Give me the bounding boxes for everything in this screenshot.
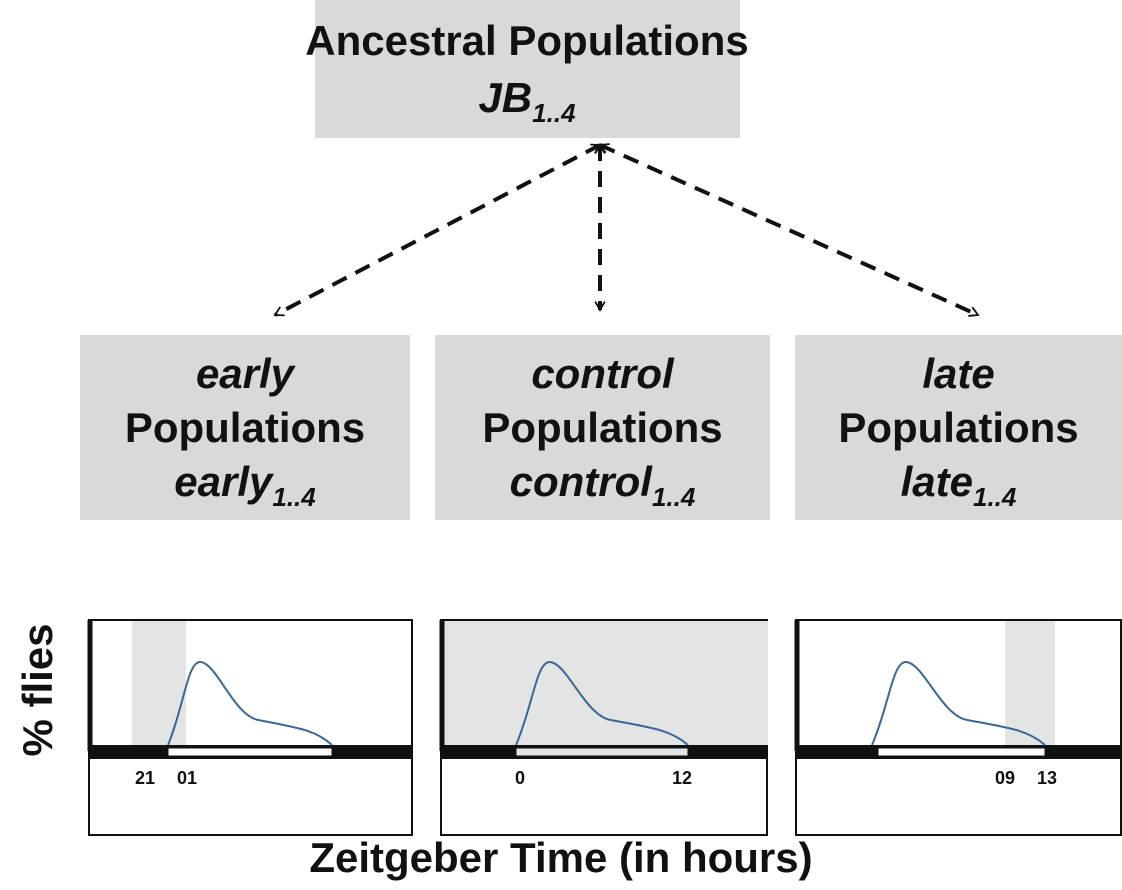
light-bar: [877, 747, 1046, 757]
tick-label: 01: [177, 768, 197, 788]
tick-label: 09: [995, 768, 1015, 788]
light-shade: [442, 621, 768, 745]
code: control: [510, 458, 654, 505]
arrows: [273, 143, 980, 317]
pop-box: [795, 335, 1122, 520]
pop-label: Populations: [482, 404, 722, 451]
tick-label: 12: [672, 768, 692, 788]
top-box: [315, 0, 740, 138]
x-label: Zeitgeber Time (in hours): [309, 834, 812, 881]
pop-code: early1..4: [174, 458, 316, 512]
code: late: [901, 458, 973, 505]
tick-label: 13: [1037, 768, 1057, 788]
pop-label: Populations: [125, 404, 365, 451]
pop-name: early: [196, 350, 297, 397]
y-label: % flies: [14, 623, 61, 756]
activity-curve: [871, 661, 1046, 746]
pop-code: late1..4: [901, 458, 1017, 512]
tick-label: 21: [135, 768, 155, 788]
activity-curve: [515, 661, 689, 746]
top-code: JB1..4: [478, 74, 576, 128]
code: early: [174, 458, 275, 505]
activity-curve: [167, 661, 333, 746]
code-sub: 1..4: [973, 482, 1017, 512]
pop-code: control1..4: [510, 458, 696, 512]
top-title: Ancestral Populations: [305, 17, 748, 64]
light-shade: [1005, 621, 1055, 745]
code: JB: [478, 74, 532, 121]
pop-box: [80, 335, 410, 520]
light-shade: [132, 621, 186, 745]
code-sub: 1..4: [272, 482, 316, 512]
panel-frame: [795, 619, 1122, 836]
pop-label: Populations: [838, 404, 1078, 451]
light-bar: [515, 747, 689, 757]
tick-label: 0: [515, 768, 525, 788]
code-sub: 1..4: [532, 98, 576, 128]
pop-name: control: [531, 350, 675, 397]
code-sub: 1..4: [652, 482, 696, 512]
light-bar: [167, 747, 333, 757]
pop-box: [435, 335, 770, 520]
pop-name: late: [922, 350, 994, 397]
